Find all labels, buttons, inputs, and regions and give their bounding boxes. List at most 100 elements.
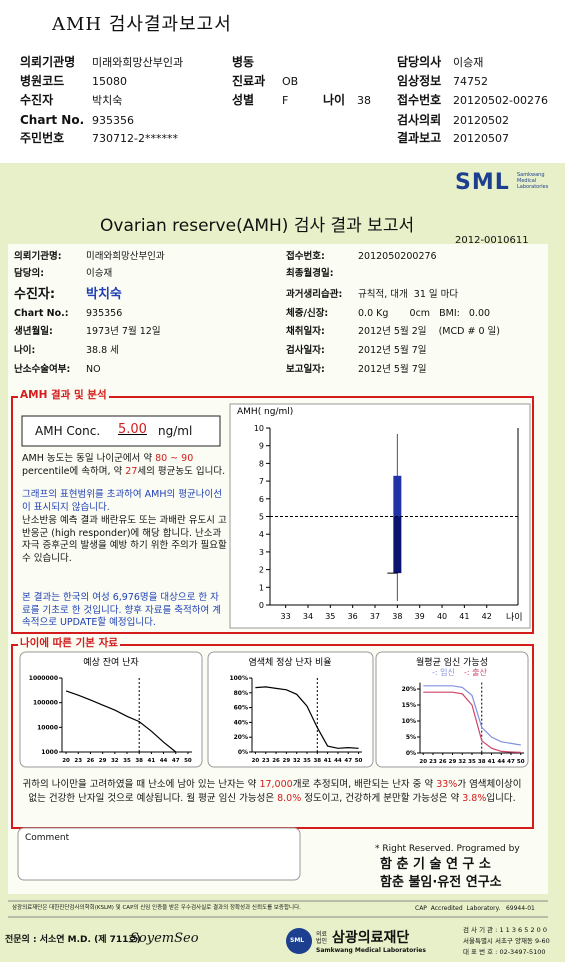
- org-en: Samkwang Medical Laboratories: [316, 947, 426, 954]
- doctor: 전문의 : 서소연 M.D. (제 711호): [5, 935, 141, 945]
- x-tick-label: 39: [415, 612, 425, 621]
- y-tick-label: 10%: [402, 718, 416, 725]
- cap: CAP Accredited Laboratory. 69944-01: [415, 905, 535, 912]
- y-tick-label: 7: [259, 477, 264, 486]
- logo-sub: Samkwang Medical Laboratories: [517, 172, 549, 190]
- field-label: 담당의사: [397, 55, 442, 69]
- analysis-box: [11, 396, 534, 634]
- field-value: 15080: [92, 75, 127, 88]
- x-tick-label: 38: [313, 758, 321, 764]
- text-part: 17,000: [259, 779, 293, 790]
- x-tick-label: 26: [87, 758, 95, 764]
- y-tick-label: 10000: [37, 724, 58, 731]
- x-tick-label: 50: [184, 758, 192, 764]
- field-label: 성별: [232, 93, 255, 107]
- x-tick-label: 50: [355, 758, 363, 764]
- field-label: 의뢰기관명: [20, 55, 76, 69]
- info-label: 최종월경일:: [286, 268, 334, 279]
- info-value: 이승재: [86, 268, 113, 279]
- logo-bg: [453, 172, 513, 196]
- info-label: 나이:: [14, 345, 36, 356]
- paragraph: 그래프의 표현범위를 초과하여 AMH의 평균나이선이 표시되지 않습니다.: [22, 489, 222, 513]
- info-value: 0.0 Kg 0cm BMI: 0.00: [358, 308, 491, 319]
- x-tick-label: 34: [303, 612, 313, 621]
- footer-logo-mark: [286, 928, 312, 954]
- y-axis-title: AMH( ng/ml): [237, 407, 293, 417]
- text-part: 80 ~ 90: [155, 453, 194, 464]
- info-label: 접수번호:: [286, 251, 325, 262]
- y-tick-label: 6: [259, 495, 264, 504]
- y-tick-label: 3: [259, 548, 264, 557]
- info-label: 보고일자:: [286, 364, 325, 375]
- conc-unit: ng/ml: [158, 424, 193, 438]
- x-tick-label: 35: [468, 759, 476, 765]
- field-value: 935356: [92, 114, 134, 127]
- text-part: 정도이고, 건강하게 분만할 가능성은 약: [301, 793, 463, 804]
- y-tick-label: 40%: [234, 719, 248, 726]
- text-part: 귀하의 나이만을 고려하였을 때 난소에 남아 있는 난자는 약: [22, 779, 260, 790]
- field-label: 병동: [232, 55, 255, 69]
- legend-entry: -: 임신: [432, 668, 455, 677]
- x-tick-label: 29: [449, 759, 457, 765]
- x-tick-label: 35: [303, 758, 311, 764]
- field-value: 20120502: [453, 114, 509, 127]
- range-bar-low: [393, 516, 402, 574]
- info-label: 담당의:: [14, 268, 45, 279]
- x-tick-label: 44: [497, 759, 505, 765]
- notice: 삼광의료재단은 대한진단검사의학회(KSLM) 및 CAP의 신임 인증을 받은…: [12, 905, 301, 911]
- y-tick-label: 5: [259, 513, 264, 522]
- info-label: 검사일자:: [286, 345, 325, 356]
- field-label: 병원코드: [20, 74, 65, 88]
- field-label: 임상정보: [397, 74, 442, 88]
- field-value: 20120507: [453, 132, 509, 145]
- comment-box: [17, 827, 301, 881]
- paragraph: 난소반응 예측 결과 배란유도 또는 과배란 유도시 고반응군 (high re…: [22, 515, 227, 564]
- footer-logo: SML: [290, 937, 305, 944]
- text-part: percentile에 속하며, 약: [22, 453, 197, 477]
- text-part: 가 염색체이상이 없는 건강한 난자일 것으로 예상됩니다. 월 평균 임신 가…: [28, 779, 525, 804]
- y-tick-label: 80%: [234, 690, 248, 697]
- text-part: 33%: [436, 779, 458, 790]
- field-label: 결과보고: [397, 131, 442, 145]
- field-value: 박치숙: [92, 94, 123, 107]
- x-tick-label: 23: [262, 758, 270, 764]
- chart-title: 염색체 정상 난자 비율: [248, 657, 331, 668]
- field-value: 미래와희망산부인과: [92, 56, 184, 69]
- x-tick-label: 41: [148, 758, 156, 764]
- x-tick-label: 20: [419, 759, 427, 765]
- x-tick-label: 32: [293, 758, 301, 764]
- info-label: 과거생리습관:: [286, 289, 343, 300]
- x-tick-label: 38: [135, 758, 143, 764]
- x-axis-title: 나이: [506, 612, 523, 623]
- y-tick-label: 5%: [406, 734, 416, 741]
- info-label: 난소수술여부:: [14, 364, 71, 375]
- report-title: Ovarian reserve(AMH) 검사 결과 보고서: [100, 216, 415, 236]
- y-tick-label: 1000: [41, 749, 58, 756]
- signature: SoyemSeo: [130, 931, 199, 946]
- curve: [255, 686, 359, 749]
- x-tick-label: 32: [458, 759, 466, 765]
- chart-title: 월평균 임신 가능성: [416, 656, 488, 668]
- x-tick-label: 38: [478, 759, 486, 765]
- x-tick-label: 47: [344, 758, 352, 764]
- x-tick-label: 36: [348, 612, 358, 621]
- mini-chart-frame: [207, 651, 374, 768]
- section-heading: 나이에 따른 기본 자료: [18, 637, 120, 650]
- x-tick-label: 44: [160, 758, 168, 764]
- info-label: 체중/신장:: [286, 308, 329, 319]
- paragraph: AMH 농도는 동일 나이군에서 약 80 ~ 90 percentile에 속…: [22, 453, 227, 478]
- x-tick-label: 40: [437, 612, 447, 621]
- x-tick-label: 23: [429, 759, 437, 765]
- field-label: 주민번호: [20, 131, 65, 145]
- field-value: OB: [282, 75, 299, 88]
- info-value: 규칙적, 대개 31 일 마다: [358, 289, 459, 300]
- report-number: 2012-0010611: [455, 235, 529, 246]
- contact: 대 표 번 호 : 02-3497-5100: [463, 948, 546, 956]
- x-tick-label: 41: [324, 758, 332, 764]
- info-label: 채취일자:: [286, 326, 325, 337]
- credit-org: 함 춘 기 술 연 구 소: [380, 857, 491, 872]
- credit-org: 함춘 불임·유전 연구소: [380, 875, 502, 890]
- x-tick-label: 37: [370, 612, 380, 621]
- y-tick-label: 1000000: [29, 675, 58, 682]
- info-value: NO: [86, 364, 101, 375]
